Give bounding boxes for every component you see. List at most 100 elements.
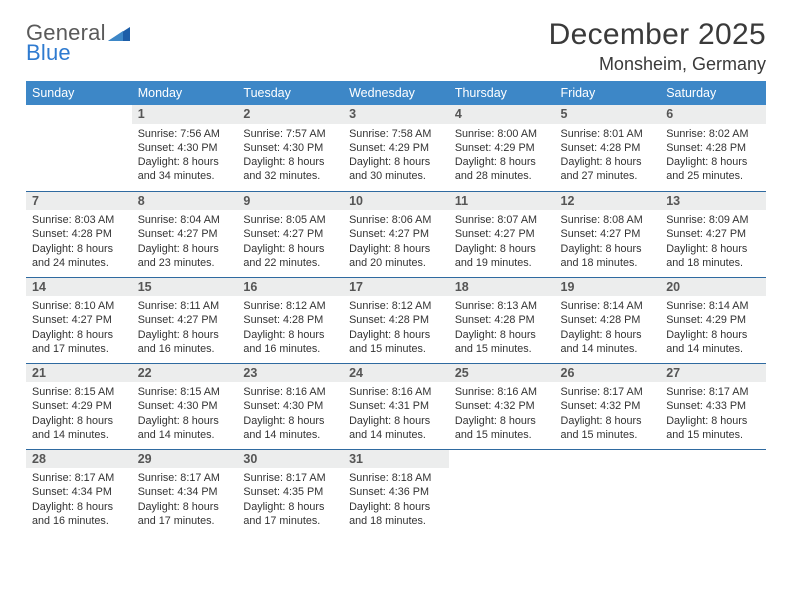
daylight-text: Daylight: 8 hours and 28 minutes. xyxy=(455,155,549,184)
daylight-text: Daylight: 8 hours and 22 minutes. xyxy=(243,242,337,271)
sunrise-text: Sunrise: 8:17 AM xyxy=(138,471,232,485)
day-number: 19 xyxy=(555,278,661,297)
sunset-text: Sunset: 4:32 PM xyxy=(561,399,655,413)
day-number: 22 xyxy=(132,364,238,383)
daylight-text: Daylight: 8 hours and 25 minutes. xyxy=(666,155,760,184)
daylight-text: Daylight: 8 hours and 14 minutes. xyxy=(561,328,655,357)
sunrise-text: Sunrise: 8:15 AM xyxy=(138,385,232,399)
sunset-text: Sunset: 4:28 PM xyxy=(455,313,549,327)
sunset-text: Sunset: 4:29 PM xyxy=(349,141,443,155)
calendar-cell: 28Sunrise: 8:17 AMSunset: 4:34 PMDayligh… xyxy=(26,449,132,535)
day-number: 2 xyxy=(237,105,343,124)
sunrise-text: Sunrise: 8:12 AM xyxy=(349,299,443,313)
sunrise-text: Sunrise: 8:12 AM xyxy=(243,299,337,313)
sunrise-text: Sunrise: 8:01 AM xyxy=(561,127,655,141)
calendar-cell: 11Sunrise: 8:07 AMSunset: 4:27 PMDayligh… xyxy=(449,191,555,277)
daylight-text: Daylight: 8 hours and 14 minutes. xyxy=(666,328,760,357)
day-body: Sunrise: 8:17 AMSunset: 4:32 PMDaylight:… xyxy=(555,382,661,447)
daylight-text: Daylight: 8 hours and 30 minutes. xyxy=(349,155,443,184)
daylight-text: Daylight: 8 hours and 15 minutes. xyxy=(349,328,443,357)
day-number: 7 xyxy=(26,192,132,211)
sunrise-text: Sunrise: 8:07 AM xyxy=(455,213,549,227)
daylight-text: Daylight: 8 hours and 18 minutes. xyxy=(666,242,760,271)
location: Monsheim, Germany xyxy=(549,54,766,75)
weekday-header: Friday xyxy=(555,81,661,105)
daylight-text: Daylight: 8 hours and 17 minutes. xyxy=(243,500,337,529)
daylight-text: Daylight: 8 hours and 20 minutes. xyxy=(349,242,443,271)
calendar-cell xyxy=(555,449,661,535)
day-number: 21 xyxy=(26,364,132,383)
sunset-text: Sunset: 4:28 PM xyxy=(32,227,126,241)
day-body: Sunrise: 7:57 AMSunset: 4:30 PMDaylight:… xyxy=(237,124,343,189)
day-number: 10 xyxy=(343,192,449,211)
sunrise-text: Sunrise: 7:58 AM xyxy=(349,127,443,141)
day-body: Sunrise: 8:13 AMSunset: 4:28 PMDaylight:… xyxy=(449,296,555,361)
calendar-cell: 10Sunrise: 8:06 AMSunset: 4:27 PMDayligh… xyxy=(343,191,449,277)
day-body: Sunrise: 8:01 AMSunset: 4:28 PMDaylight:… xyxy=(555,124,661,189)
calendar-cell: 24Sunrise: 8:16 AMSunset: 4:31 PMDayligh… xyxy=(343,363,449,449)
calendar-week: 28 Sunrise: 8:17 AMSunset: 4:34 PM Dayligh… xyxy=(26,449,766,535)
sunrise-text: Sunrise: 8:03 AM xyxy=(32,213,126,227)
weekday-header: Saturday xyxy=(660,81,766,105)
logo: General Blue xyxy=(26,18,130,64)
calendar-cell: 18Sunrise: 8:13 AMSunset: 4:28 PMDayligh… xyxy=(449,277,555,363)
calendar-cell: 15Sunrise: 8:11 AMSunset: 4:27 PMDayligh… xyxy=(132,277,238,363)
day-body: Sunrise: 8:04 AMSunset: 4:27 PMDaylight:… xyxy=(132,210,238,275)
sunrise-text: Sunrise: 8:08 AM xyxy=(561,213,655,227)
day-body: Sunrise: 8:12 AMSunset: 4:28 PMDaylight:… xyxy=(237,296,343,361)
day-body: Sunrise: 8:18 AMSunset: 4:36 PMDaylight:… xyxy=(343,468,449,533)
day-number: 18 xyxy=(449,278,555,297)
day-number: 6 xyxy=(660,105,766,124)
day-body: Sunrise: 8:02 AMSunset: 4:28 PMDaylight:… xyxy=(660,124,766,189)
sunset-text: Sunset: 4:35 PM xyxy=(243,485,337,499)
day-number: 5 xyxy=(555,105,661,124)
weekday-header: Wednesday xyxy=(343,81,449,105)
day-body: Sunrise: 8:14 AMSunset: 4:28 PMDaylight:… xyxy=(555,296,661,361)
sunset-text: Sunset: 4:27 PM xyxy=(138,227,232,241)
daylight-text: Daylight: 8 hours and 15 minutes. xyxy=(455,414,549,443)
weekday-header: Monday xyxy=(132,81,238,105)
sunrise-text: Sunrise: 8:14 AM xyxy=(666,299,760,313)
calendar-cell: 8Sunrise: 8:04 AMSunset: 4:27 PMDaylight… xyxy=(132,191,238,277)
sunset-text: Sunset: 4:28 PM xyxy=(349,313,443,327)
calendar-table: SundayMondayTuesdayWednesdayThursdayFrid… xyxy=(26,81,766,535)
day-body: Sunrise: 8:16 AMSunset: 4:31 PMDaylight:… xyxy=(343,382,449,447)
sunset-text: Sunset: 4:31 PM xyxy=(349,399,443,413)
day-number: 31 xyxy=(343,450,449,469)
calendar-cell: 4Sunrise: 8:00 AMSunset: 4:29 PMDaylight… xyxy=(449,105,555,191)
calendar-cell: 30Sunrise: 8:17 AMSunset: 4:35 PMDayligh… xyxy=(237,449,343,535)
sunrise-text: Sunrise: 7:57 AM xyxy=(243,127,337,141)
sunrise-text: Sunrise: 8:04 AM xyxy=(138,213,232,227)
weekday-header: Thursday xyxy=(449,81,555,105)
calendar-cell: 17Sunrise: 8:12 AMSunset: 4:28 PMDayligh… xyxy=(343,277,449,363)
logo-triangle-icon xyxy=(108,23,130,45)
calendar-cell: 27Sunrise: 8:17 AMSunset: 4:33 PMDayligh… xyxy=(660,363,766,449)
day-number: 4 xyxy=(449,105,555,124)
day-number: 13 xyxy=(660,192,766,211)
day-body: Sunrise: 8:17 AMSunset: 4:33 PMDaylight:… xyxy=(660,382,766,447)
day-number: 27 xyxy=(660,364,766,383)
calendar-body: 1Sunrise: 7:56 AMSunset: 4:30 PMDaylight… xyxy=(26,105,766,535)
day-body: Sunrise: 8:15 AMSunset: 4:29 PMDaylight:… xyxy=(26,382,132,447)
sunset-text: Sunset: 4:34 PM xyxy=(138,485,232,499)
month-title: December 2025 xyxy=(549,18,766,52)
calendar-head: SundayMondayTuesdayWednesdayThursdayFrid… xyxy=(26,81,766,105)
sunset-text: Sunset: 4:28 PM xyxy=(666,141,760,155)
sunset-text: Sunset: 4:28 PM xyxy=(561,313,655,327)
day-body: Sunrise: 8:00 AMSunset: 4:29 PMDaylight:… xyxy=(449,124,555,189)
daylight-text: Daylight: 8 hours and 15 minutes. xyxy=(561,414,655,443)
weekday-row: SundayMondayTuesdayWednesdayThursdayFrid… xyxy=(26,81,766,105)
calendar-cell: 9Sunrise: 8:05 AMSunset: 4:27 PMDaylight… xyxy=(237,191,343,277)
sunset-text: Sunset: 4:30 PM xyxy=(138,399,232,413)
calendar-week: 21Sunrise: 8:15 AMSunset: 4:29 PMDayligh… xyxy=(26,363,766,449)
sunrise-text: Sunrise: 8:05 AM xyxy=(243,213,337,227)
sunset-text: Sunset: 4:28 PM xyxy=(243,313,337,327)
calendar-cell xyxy=(660,449,766,535)
daylight-text: Daylight: 8 hours and 34 minutes. xyxy=(138,155,232,184)
day-number: 29 xyxy=(132,450,238,469)
day-number: 28 xyxy=(26,450,132,469)
sunset-text: Sunset: 4:29 PM xyxy=(666,313,760,327)
sunset-text: Sunset: 4:30 PM xyxy=(243,399,337,413)
calendar-week: 1Sunrise: 7:56 AMSunset: 4:30 PMDaylight… xyxy=(26,105,766,191)
daylight-text: Daylight: 8 hours and 18 minutes. xyxy=(561,242,655,271)
